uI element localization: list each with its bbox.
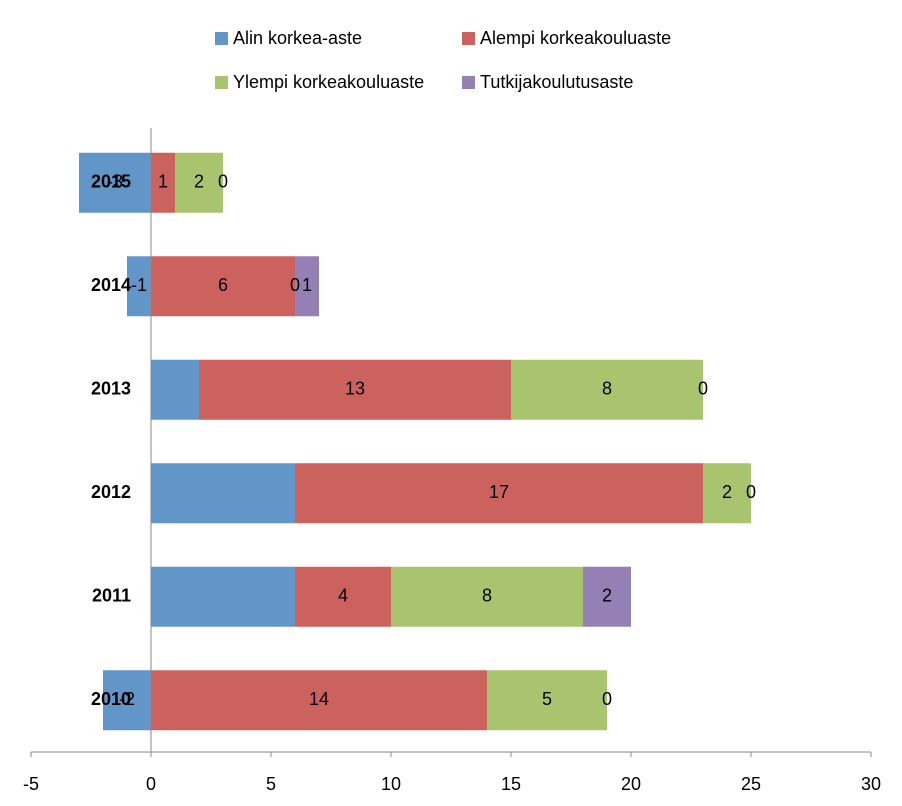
x-tick-label: 25 <box>741 774 761 794</box>
category-label: 2011 <box>92 586 131 606</box>
value-label: 8 <box>602 379 612 399</box>
value-label: 0 <box>602 689 612 709</box>
value-label: 14 <box>309 689 329 709</box>
x-tick-label: 20 <box>621 774 641 794</box>
legend-label: Alin korkea-aste <box>233 28 362 48</box>
bar-segment <box>295 566 391 627</box>
value-label: -3 <box>107 172 123 192</box>
category-label: 2013 <box>91 379 131 399</box>
value-label: 0 <box>290 275 300 295</box>
bar-segment <box>151 670 487 731</box>
category-label: 2012 <box>91 482 131 502</box>
category-label: 2015 <box>91 172 131 192</box>
legend-label: Alempi korkeakouluaste <box>480 28 671 48</box>
bar-segment <box>199 359 511 420</box>
legend-swatch <box>215 32 228 45</box>
value-label: 0 <box>746 482 756 502</box>
bar-segment <box>703 463 751 524</box>
value-label: 0 <box>698 379 708 399</box>
value-label: 8 <box>482 586 492 606</box>
value-label: 2 <box>722 482 732 502</box>
x-tick-label: 15 <box>501 774 521 794</box>
bar-segment <box>487 670 607 731</box>
bar-segment <box>391 566 583 627</box>
legend-label: Ylempi korkeakouluaste <box>233 72 424 92</box>
bar-segment <box>295 256 319 317</box>
value-label: 2 <box>602 586 612 606</box>
legend-swatch <box>215 76 228 89</box>
bar-segment <box>295 463 703 524</box>
bar-segment <box>103 670 151 731</box>
x-tick-label: 30 <box>861 774 881 794</box>
value-label: 17 <box>489 482 509 502</box>
bar-segment <box>127 256 151 317</box>
bar-segment <box>583 566 631 627</box>
legend-label: Tutkijakoulutusaste <box>480 72 633 92</box>
value-label: 13 <box>345 379 365 399</box>
value-label: 1 <box>158 172 168 192</box>
x-tick-label: 10 <box>381 774 401 794</box>
bar-segment <box>151 359 199 420</box>
bar-segment <box>511 359 703 420</box>
value-label: 1 <box>302 275 312 295</box>
bar-segment <box>151 152 175 213</box>
bar-segment <box>151 566 295 627</box>
x-tick-label: 0 <box>146 774 156 794</box>
value-label: -1 <box>131 275 147 295</box>
value-label: 5 <box>542 689 552 709</box>
value-label: 6 <box>218 275 228 295</box>
value-label: 0 <box>218 172 228 192</box>
bar-segment <box>151 256 295 317</box>
category-label: 2014 <box>91 275 131 295</box>
legend-swatch <box>462 76 475 89</box>
value-label: 2 <box>194 172 204 192</box>
x-tick-label: 5 <box>266 774 276 794</box>
category-label: 2010 <box>91 689 131 709</box>
legend-swatch <box>462 32 475 45</box>
bar-segment <box>175 152 223 213</box>
bar-segment <box>79 152 151 213</box>
bar-segment <box>151 463 295 524</box>
x-tick-label: -5 <box>23 774 39 794</box>
value-label: 4 <box>338 586 348 606</box>
value-label: -2 <box>119 689 135 709</box>
